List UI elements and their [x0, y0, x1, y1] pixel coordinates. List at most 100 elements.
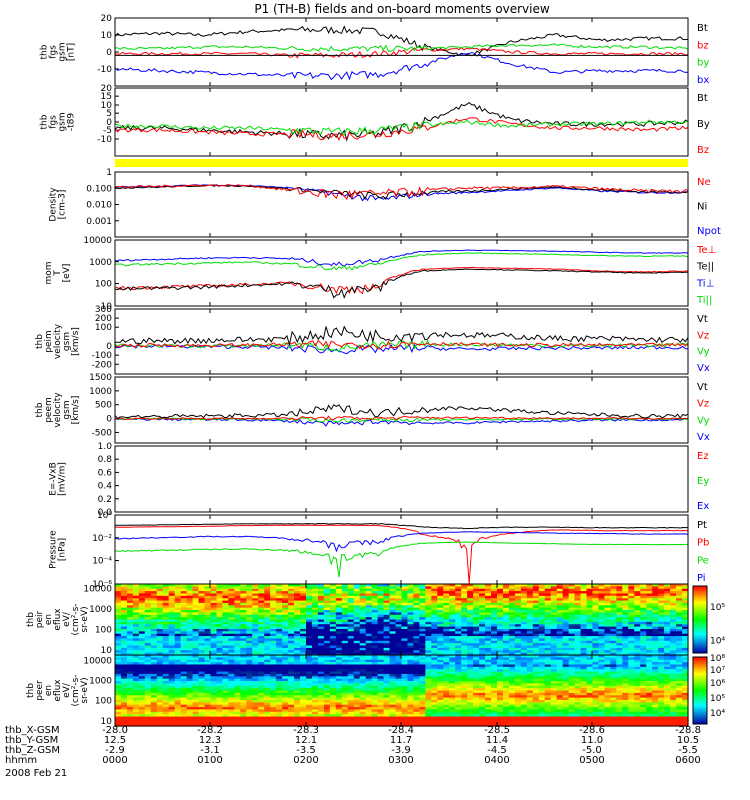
spectrogram-cell	[538, 602, 546, 606]
spectrogram-cell	[198, 598, 206, 602]
spectrogram-cell	[449, 640, 456, 644]
spectrogram-cell	[383, 621, 391, 625]
spectrogram-cell	[276, 709, 283, 713]
spectrogram-cell	[598, 593, 606, 597]
spectrogram-cell	[395, 709, 403, 713]
spectrogram-cell	[180, 716, 188, 720]
spectrogram-cell	[586, 631, 594, 635]
spectrogram-cell	[347, 697, 355, 701]
spectrogram-cell	[538, 593, 546, 597]
spectrogram-cell	[126, 614, 134, 618]
spectrogram-cell	[664, 584, 671, 587]
spectrogram-cell	[622, 643, 629, 647]
spectrogram-cell	[156, 709, 164, 713]
spectrogram-cell	[455, 662, 462, 666]
spectrogram-cell	[461, 602, 468, 606]
spectrogram-cell	[120, 638, 128, 642]
spectrogram-cell	[383, 628, 391, 632]
spectrogram-cell	[425, 707, 432, 711]
spectrogram-cell	[132, 685, 140, 689]
spectrogram-cell	[222, 600, 230, 604]
spectrogram-cell	[311, 588, 319, 592]
spectrogram-cell	[526, 619, 534, 623]
spectrogram-cell	[270, 647, 277, 651]
spectrogram-cell	[216, 714, 224, 718]
spectrogram-cell	[276, 702, 283, 706]
spectrogram-cell	[538, 626, 546, 630]
spectrogram-cell	[115, 636, 122, 640]
spectrogram-cell	[431, 640, 438, 644]
panel-8-series-1	[114, 522, 688, 530]
spectrogram-cell	[246, 619, 253, 623]
spectrogram-cell	[138, 676, 146, 680]
spectrogram-cell	[317, 678, 325, 682]
spectrogram-cell	[138, 612, 146, 616]
spectrogram-cell	[580, 588, 588, 592]
spectrogram-cell	[323, 659, 331, 663]
spectrogram-cell	[646, 624, 653, 628]
spectrogram-cell	[682, 640, 689, 644]
spectrogram-cell	[252, 666, 259, 670]
spectrogram-cell	[162, 591, 170, 595]
spectrogram-cell	[186, 714, 194, 718]
spectrogram-cell	[198, 640, 206, 644]
panel-6-ytick: 0	[106, 415, 112, 425]
spectrogram-cell	[168, 704, 176, 708]
spectrogram-cell	[329, 704, 337, 708]
spectrogram-cell	[222, 647, 230, 651]
spectrogram-cell	[514, 584, 522, 587]
spectrogram-cell	[664, 636, 671, 640]
spectrogram-cell	[276, 697, 283, 701]
spectrogram-cell	[556, 584, 564, 587]
spectrogram-cell	[443, 605, 450, 609]
spectrogram-cell	[282, 602, 289, 606]
spectrogram-cell	[682, 610, 689, 613]
spectrogram-cell	[353, 692, 361, 696]
spectrogram-cell	[300, 586, 307, 590]
spectrogram-cell	[544, 600, 552, 604]
spectrogram-cell	[383, 631, 391, 635]
spectrogram-cell	[317, 591, 325, 595]
spectrogram-cell	[419, 671, 426, 675]
spectrogram-cell	[204, 690, 212, 694]
spectrogram-cell	[359, 688, 367, 692]
spectrogram-cell	[311, 688, 319, 692]
spectrogram-cell	[174, 681, 182, 684]
spectrogram-cell	[246, 692, 253, 696]
spectrogram-cell	[652, 626, 659, 630]
spectrogram-cell	[222, 650, 230, 654]
spectrogram-cell	[401, 626, 409, 630]
spectrogram-cell	[126, 702, 134, 706]
spectrogram-cell	[389, 638, 397, 642]
spectrogram-cell	[640, 588, 647, 592]
spectrogram-cell	[455, 721, 462, 725]
spectrogram-cell	[156, 595, 164, 599]
spectrogram-cell	[676, 621, 683, 625]
spectrogram-cell	[186, 681, 194, 684]
spectrogram-cell	[425, 695, 432, 699]
spectrogram-cell	[126, 671, 134, 675]
spectrogram-cell	[377, 681, 385, 684]
spectrogram-cell	[210, 612, 218, 616]
spectrogram-cell	[658, 626, 665, 630]
spectrogram-cell	[401, 614, 409, 618]
spectrogram-cell	[437, 647, 444, 651]
spectrogram-cell	[282, 676, 289, 680]
spectrogram-cell	[258, 657, 265, 661]
spectrogram-cell	[616, 650, 623, 654]
spectrogram-cell	[419, 716, 426, 720]
spectrogram-cell	[544, 584, 552, 587]
spectrogram-cell	[180, 600, 188, 604]
spectrogram-cell	[126, 704, 134, 708]
spectrogram-cell	[491, 647, 498, 651]
spectrogram-cell	[115, 683, 122, 687]
spectrogram-cell	[670, 617, 677, 621]
spectrogram-cell	[126, 669, 134, 673]
spectrogram-cell	[132, 595, 140, 599]
spectrogram-cell	[276, 678, 283, 682]
spectrogram-cell	[258, 692, 265, 696]
spectrogram-cell	[186, 697, 194, 701]
spectrogram-cell	[234, 640, 241, 644]
spectrogram-cell	[502, 591, 510, 595]
spectrogram-cell	[413, 681, 421, 684]
